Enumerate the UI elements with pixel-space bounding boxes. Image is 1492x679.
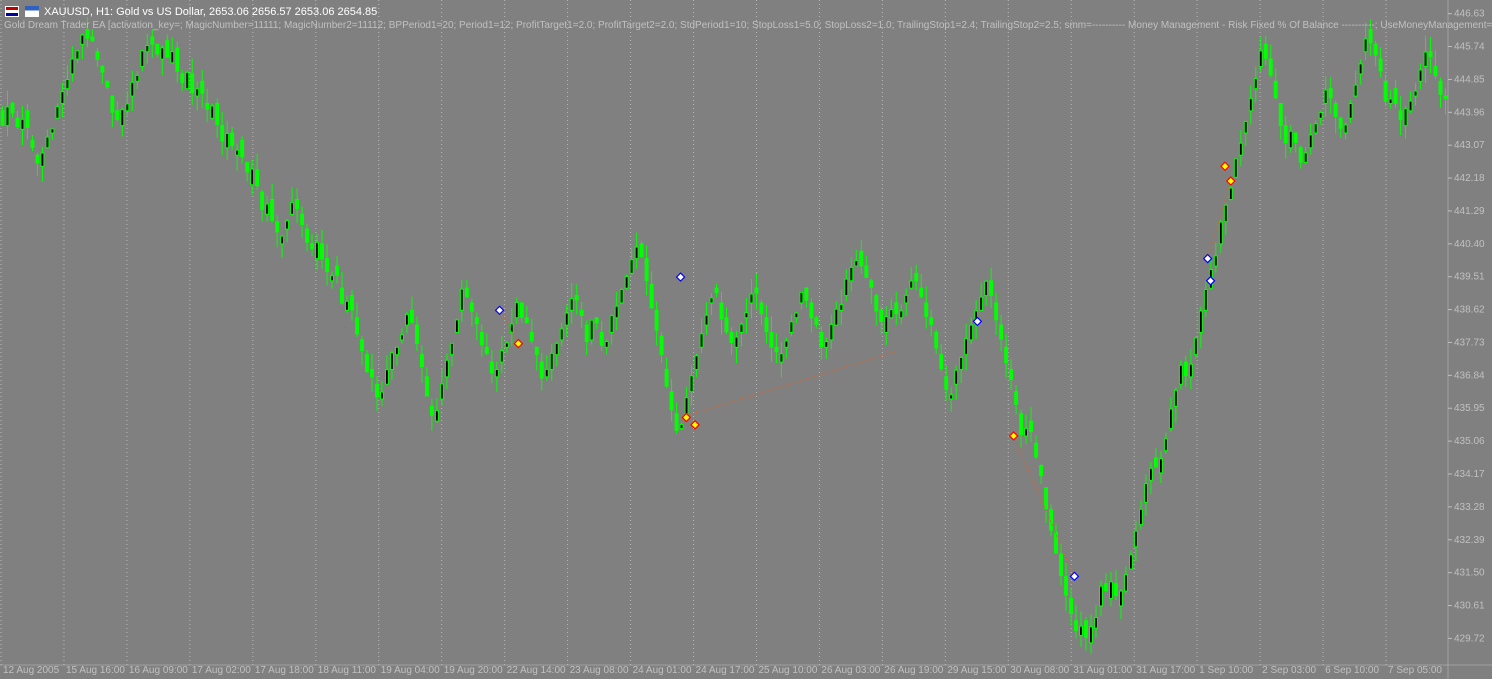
svg-text:435.06: 435.06 xyxy=(1454,436,1485,447)
svg-text:17 Aug 18:00: 17 Aug 18:00 xyxy=(255,665,314,676)
chart-container[interactable]: 12 Aug 2005 15 Aug 16:00 16 Aug 09:00 17 Au… xyxy=(0,0,1492,679)
svg-text:442.18: 442.18 xyxy=(1454,173,1485,184)
svg-text:26 Aug 03:00: 26 Aug 03:00 xyxy=(821,665,880,676)
svg-text:430.61: 430.61 xyxy=(1454,601,1485,612)
svg-text:440.40: 440.40 xyxy=(1454,239,1485,250)
svg-text:443.07: 443.07 xyxy=(1454,140,1485,151)
svg-text:432.39: 432.39 xyxy=(1454,535,1485,546)
svg-text:434.17: 434.17 xyxy=(1454,469,1485,480)
svg-text:12 Aug 2005: 12 Aug 2005 xyxy=(3,665,60,676)
svg-text:25 Aug 10:00: 25 Aug 10:00 xyxy=(758,665,817,676)
svg-text:30 Aug 08:00: 30 Aug 08:00 xyxy=(1010,665,1069,676)
svg-text:444.85: 444.85 xyxy=(1454,74,1485,85)
chart-title-bar: XAUUSD, H1: Gold vs US Dollar, 2653.06 2… xyxy=(4,5,377,18)
svg-text:19 Aug 04:00: 19 Aug 04:00 xyxy=(381,665,440,676)
svg-text:433.28: 433.28 xyxy=(1454,502,1485,513)
svg-text:31 Aug 01:00: 31 Aug 01:00 xyxy=(1073,665,1132,676)
svg-text:18 Aug 11:00: 18 Aug 11:00 xyxy=(318,665,377,676)
ea-parameters-text: Gold Dream Trader EA [activation_key=; M… xyxy=(4,20,1492,31)
svg-text:2 Sep 03:00: 2 Sep 03:00 xyxy=(1262,665,1316,676)
svg-text:431.50: 431.50 xyxy=(1454,568,1485,579)
svg-text:441.29: 441.29 xyxy=(1454,206,1485,217)
svg-text:429.72: 429.72 xyxy=(1454,633,1485,644)
svg-text:443.96: 443.96 xyxy=(1454,107,1485,118)
svg-text:435.95: 435.95 xyxy=(1454,403,1485,414)
svg-text:22 Aug 14:00: 22 Aug 14:00 xyxy=(507,665,566,676)
chart-title-text: XAUUSD, H1: Gold vs US Dollar, 2653.06 2… xyxy=(44,6,377,18)
svg-text:24 Aug 17:00: 24 Aug 17:00 xyxy=(696,665,755,676)
svg-text:7 Sep 05:00: 7 Sep 05:00 xyxy=(1388,665,1442,676)
svg-text:6 Sep 10:00: 6 Sep 10:00 xyxy=(1325,665,1379,676)
svg-text:24 Aug 01:00: 24 Aug 01:00 xyxy=(633,665,692,676)
svg-text:31 Aug 17:00: 31 Aug 17:00 xyxy=(1136,665,1195,676)
svg-text:16 Aug 09:00: 16 Aug 09:00 xyxy=(129,665,188,676)
svg-text:439.51: 439.51 xyxy=(1454,272,1485,283)
svg-text:438.62: 438.62 xyxy=(1454,305,1485,316)
svg-text:1 Sep 10:00: 1 Sep 10:00 xyxy=(1199,665,1253,676)
svg-text:26 Aug 19:00: 26 Aug 19:00 xyxy=(884,665,943,676)
svg-text:446.63: 446.63 xyxy=(1454,9,1485,20)
svg-text:15 Aug 16:00: 15 Aug 16:00 xyxy=(66,665,125,676)
svg-text:437.73: 437.73 xyxy=(1454,337,1485,348)
svg-text:23 Aug 08:00: 23 Aug 08:00 xyxy=(570,665,629,676)
svg-text:29 Aug 15:00: 29 Aug 15:00 xyxy=(947,665,1006,676)
svg-text:17 Aug 02:00: 17 Aug 02:00 xyxy=(192,665,251,676)
flag-icon xyxy=(4,5,20,18)
ea-icon xyxy=(24,5,40,18)
svg-text:19 Aug 20:00: 19 Aug 20:00 xyxy=(444,665,503,676)
candlestick-chart[interactable]: 12 Aug 2005 15 Aug 16:00 16 Aug 09:00 17 Au… xyxy=(0,0,1492,679)
svg-text:436.84: 436.84 xyxy=(1454,370,1485,381)
svg-text:445.74: 445.74 xyxy=(1454,42,1485,53)
